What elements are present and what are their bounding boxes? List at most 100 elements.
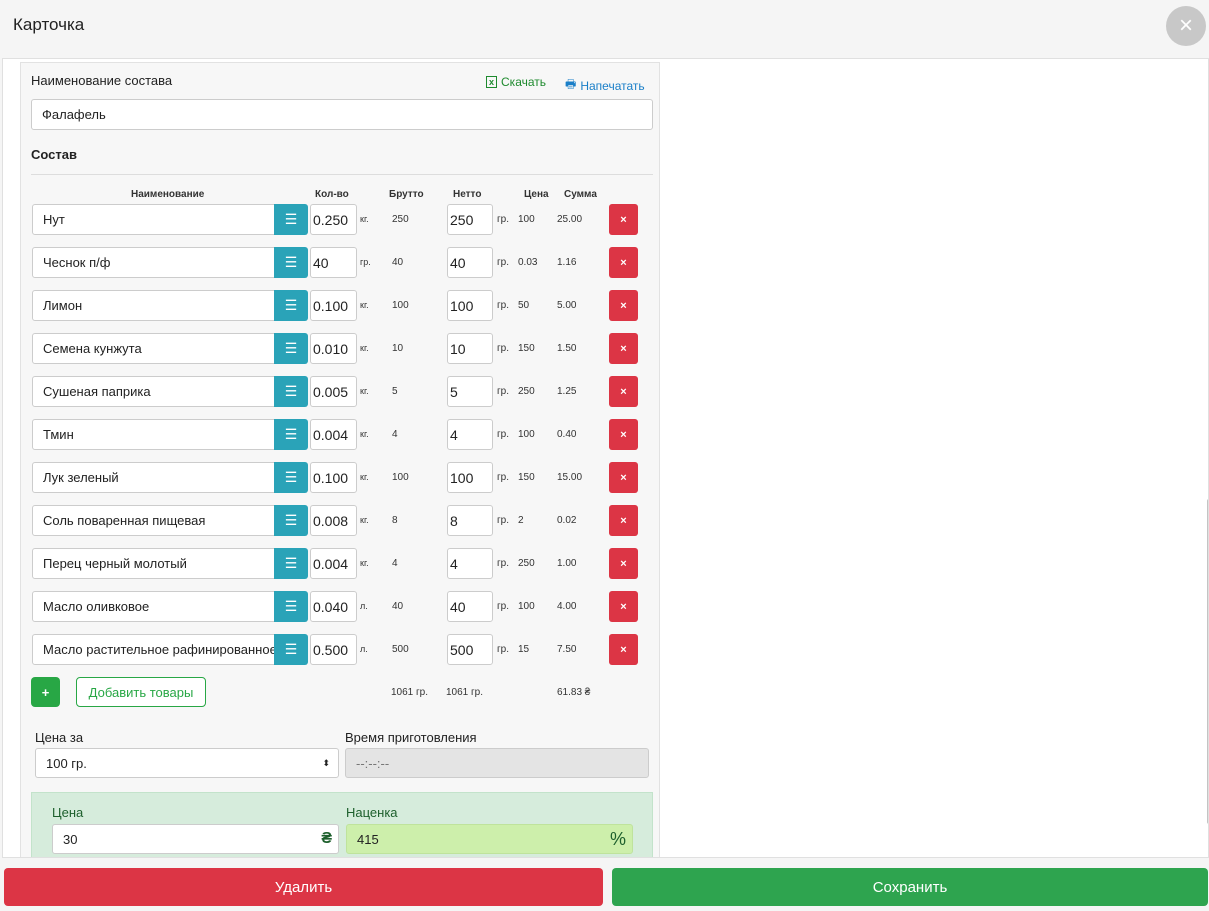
choose-ingredient-button[interactable]: ☰ — [274, 505, 308, 536]
list-icon: ☰ — [284, 297, 298, 313]
delete-row-button[interactable]: × — [609, 591, 638, 622]
choose-ingredient-button[interactable]: ☰ — [274, 462, 308, 493]
price-for-value: 100 гр. — [46, 755, 87, 771]
price-for-select[interactable]: 100 гр. ⬍ — [35, 748, 339, 778]
delete-row-button[interactable]: × — [609, 333, 638, 364]
choose-ingredient-button[interactable]: ☰ — [274, 290, 308, 321]
ingredient-row: Семена кунжута ☰ 0.010 кг. 10 10 гр. 150… — [21, 333, 661, 364]
choose-ingredient-button[interactable]: ☰ — [274, 419, 308, 450]
netto-input[interactable]: 40 — [447, 247, 493, 278]
delete-row-button[interactable]: × — [609, 247, 638, 278]
excel-icon: x — [486, 76, 498, 88]
choose-ingredient-button[interactable]: ☰ — [274, 204, 308, 235]
netto-input[interactable]: 4 — [447, 419, 493, 450]
markup-input[interactable]: 415% — [346, 824, 633, 854]
save-button[interactable]: Сохранить — [612, 868, 1208, 906]
delete-button[interactable]: Удалить — [4, 868, 603, 906]
choose-ingredient-button[interactable]: ☰ — [274, 548, 308, 579]
price-value: 100 — [518, 601, 535, 612]
delete-row-button[interactable]: × — [609, 548, 638, 579]
cook-time-input[interactable]: --:--:-- — [345, 748, 649, 778]
delete-row-button[interactable]: × — [609, 634, 638, 665]
choose-ingredient-button[interactable]: ☰ — [274, 376, 308, 407]
delete-row-button[interactable]: × — [609, 290, 638, 321]
netto-input[interactable]: 100 — [447, 290, 493, 321]
netto-input[interactable]: 250 — [447, 204, 493, 235]
qty-input[interactable]: 40 — [310, 247, 357, 278]
section-title: Состав — [31, 147, 77, 162]
sum-value: 4.00 — [557, 601, 577, 612]
price-value: 2 — [518, 515, 524, 526]
ingredient-name-input[interactable]: Тмин — [32, 419, 275, 450]
netto-unit: гр. — [497, 644, 509, 655]
netto-input[interactable]: 8 — [447, 505, 493, 536]
delete-row-button[interactable]: × — [609, 505, 638, 536]
choose-ingredient-button[interactable]: ☰ — [274, 591, 308, 622]
list-icon: ☰ — [284, 641, 298, 657]
choose-ingredient-button[interactable]: ☰ — [274, 634, 308, 665]
add-items-button[interactable]: Добавить товары — [76, 677, 206, 707]
list-icon: ☰ — [284, 555, 298, 571]
hryvnia-icon: ₴ — [321, 830, 332, 847]
delete-row-button[interactable]: × — [609, 376, 638, 407]
ingredient-name-input[interactable]: Нут — [32, 204, 275, 235]
qty-input[interactable]: 0.004 — [310, 419, 357, 450]
netto-input[interactable]: 10 — [447, 333, 493, 364]
netto-input[interactable]: 5 — [447, 376, 493, 407]
percent-icon: % — [609, 828, 626, 849]
price-label: Цена — [52, 805, 84, 820]
recipe-card: Наименование состава x Скачать 🖶 Напечатат… — [20, 62, 661, 857]
delete-row-button[interactable]: × — [609, 462, 638, 493]
qty-unit: кг. — [360, 472, 369, 482]
col-netto: Нетто — [453, 189, 482, 200]
recipe-name-input[interactable]: Фалафель — [31, 99, 653, 130]
qty-input[interactable]: 0.250 — [310, 204, 357, 235]
download-link[interactable]: x Скачать — [486, 75, 546, 89]
ingredient-name-input[interactable]: Сушеная паприка — [32, 376, 275, 407]
qty-input[interactable]: 0.100 — [310, 290, 357, 321]
list-icon: ☰ — [284, 383, 298, 399]
ingredient-name-input[interactable]: Перец черный молотый — [32, 548, 275, 579]
close-button[interactable]: × — [1166, 6, 1206, 46]
col-qty: Кол-во — [315, 189, 349, 200]
qty-input[interactable]: 0.010 — [310, 333, 357, 364]
total-brutto: 1061 гр. — [391, 687, 429, 698]
ingredient-name-input[interactable]: Масло оливковое — [32, 591, 275, 622]
scrollbar[interactable] — [1207, 499, 1208, 824]
modal-title: Карточка — [13, 15, 85, 34]
netto-input[interactable]: 100 — [447, 462, 493, 493]
ingredient-name-input[interactable]: Лимон — [32, 290, 275, 321]
ingredient-row: Перец черный молотый ☰ 0.004 кг. 4 4 гр.… — [21, 548, 661, 579]
delete-row-button[interactable]: × — [609, 204, 638, 235]
qty-input[interactable]: 0.005 — [310, 376, 357, 407]
modal-body: Наименование состава x Скачать 🖶 Напечатат… — [2, 58, 1209, 858]
ingredient-name-input[interactable]: Соль поваренная пищевая — [32, 505, 275, 536]
choose-ingredient-button[interactable]: ☰ — [274, 333, 308, 364]
price-input[interactable]: 30 ₴ — [52, 824, 339, 854]
print-link[interactable]: 🖶 Напечатать — [565, 75, 645, 96]
ingredient-name-input[interactable]: Семена кунжута — [32, 333, 275, 364]
qty-input[interactable]: 0.100 — [310, 462, 357, 493]
ingredient-name-input[interactable]: Лук зеленый — [32, 462, 275, 493]
ingredient-name-input[interactable]: Масло растительное рафинированное — [32, 634, 275, 665]
delete-row-button[interactable]: × — [609, 419, 638, 450]
name-label: Наименование состава — [31, 73, 173, 88]
qty-input[interactable]: 0.040 — [310, 591, 357, 622]
add-plus-button[interactable]: + — [31, 677, 60, 707]
choose-ingredient-button[interactable]: ☰ — [274, 247, 308, 278]
qty-unit: л. — [360, 601, 368, 611]
ingredient-name-input[interactable]: Чеснок п/ф — [32, 247, 275, 278]
netto-input[interactable]: 40 — [447, 591, 493, 622]
sum-value: 7.50 — [557, 644, 577, 655]
qty-input[interactable]: 0.004 — [310, 548, 357, 579]
netto-input[interactable]: 500 — [447, 634, 493, 665]
qty-input[interactable]: 0.008 — [310, 505, 357, 536]
netto-input[interactable]: 4 — [447, 548, 493, 579]
qty-unit: гр. — [360, 257, 371, 267]
price-value: 100 — [518, 429, 535, 440]
price-value: 250 — [518, 558, 535, 569]
qty-unit: кг. — [360, 343, 369, 353]
qty-unit: кг. — [360, 386, 369, 396]
qty-input[interactable]: 0.500 — [310, 634, 357, 665]
list-icon: ☰ — [284, 598, 298, 614]
